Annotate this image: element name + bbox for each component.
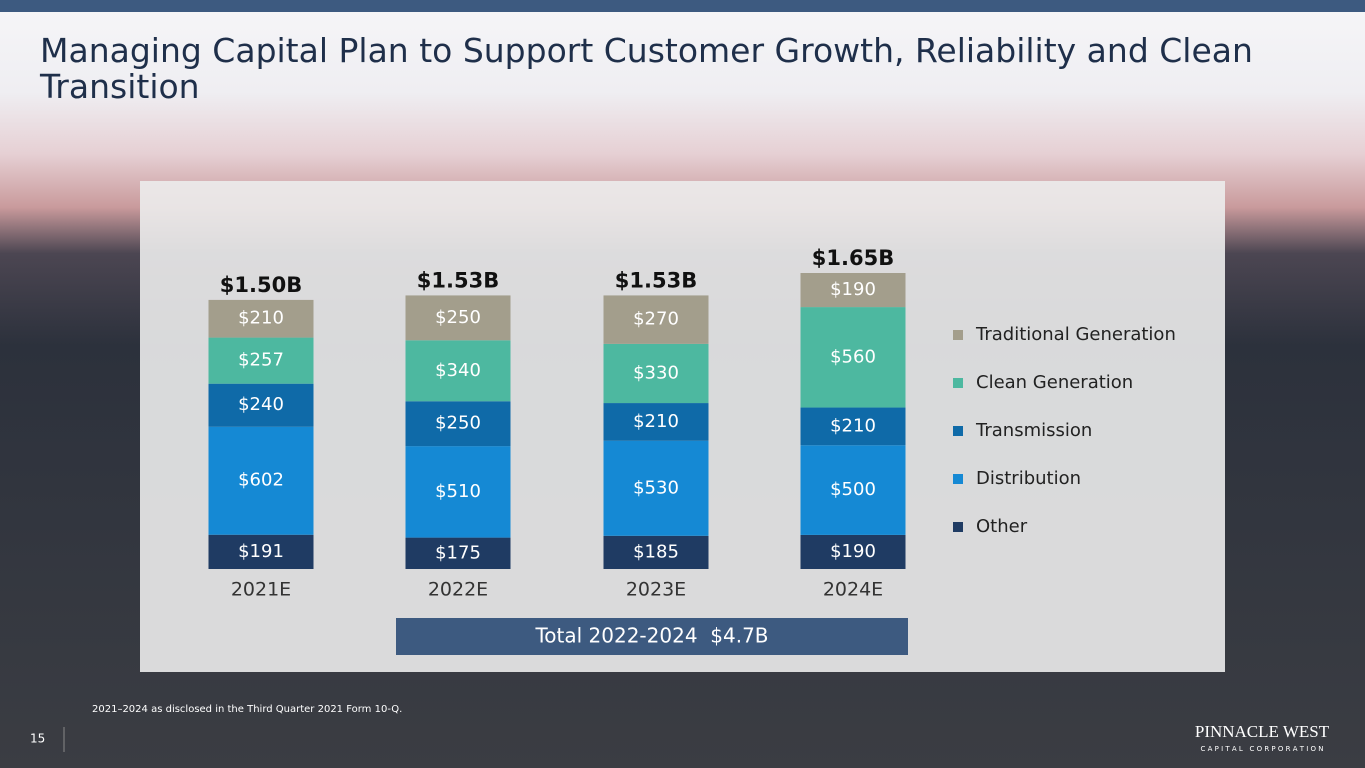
x-tick-label: 2022E bbox=[428, 579, 488, 601]
value-label: $250 bbox=[435, 413, 481, 434]
slide-title: Managing Capital Plan to Support Custome… bbox=[39, 31, 1263, 106]
bar-segment bbox=[603, 535, 709, 569]
legend-label: Clean Generation bbox=[976, 372, 1133, 393]
value-label: $190 bbox=[830, 279, 876, 300]
value-label: $602 bbox=[238, 470, 284, 491]
legend-label: Distribution bbox=[976, 468, 1081, 489]
x-tick-label: 2021E bbox=[231, 579, 291, 601]
x-tick-label: 2024E bbox=[823, 579, 883, 601]
bar-segment bbox=[800, 407, 906, 446]
bar-segment bbox=[800, 273, 906, 308]
legend-swatch bbox=[953, 426, 963, 436]
bar-segment bbox=[603, 295, 709, 344]
legend-swatch bbox=[953, 378, 963, 388]
value-label: $185 bbox=[633, 541, 679, 562]
bar-segment bbox=[405, 295, 511, 341]
x-tick-label: 2023E bbox=[626, 579, 686, 601]
total-label: $1.53B bbox=[417, 268, 499, 292]
page-number: 15 bbox=[30, 732, 45, 746]
total-banner bbox=[396, 618, 908, 655]
legend-label: Traditional Generation bbox=[975, 324, 1176, 345]
bar-segment bbox=[405, 446, 511, 538]
plot: $191 $602 $240 $257 $210 $1.50B 2021E $175 $510 $… bbox=[208, 246, 1176, 601]
total-banner-text: Total 2022-2024 $4.7B bbox=[534, 624, 768, 648]
bar-segment bbox=[208, 337, 314, 384]
total-label: $1.50B bbox=[220, 273, 302, 297]
footnote: 2021–2024 as disclosed in the Third Quar… bbox=[92, 704, 402, 715]
value-label: $175 bbox=[435, 542, 481, 563]
bar-segment bbox=[603, 440, 709, 536]
bar-segment bbox=[208, 383, 314, 427]
value-label: $210 bbox=[238, 308, 284, 329]
legend-swatch bbox=[953, 522, 963, 532]
bar-segment bbox=[603, 343, 709, 404]
value-label: $190 bbox=[830, 541, 876, 562]
title-line: Transition bbox=[39, 67, 200, 106]
bar-segment bbox=[800, 445, 906, 535]
bar-segment bbox=[405, 401, 511, 447]
value-label: $560 bbox=[830, 346, 876, 367]
logo-name: PINNACLE WEST bbox=[1195, 722, 1330, 741]
legend-swatch bbox=[953, 474, 963, 484]
value-label: $340 bbox=[435, 360, 481, 381]
bar-segment bbox=[405, 340, 511, 402]
value-label: $270 bbox=[633, 309, 679, 330]
bar-segment bbox=[405, 537, 511, 569]
bar-segment bbox=[208, 299, 314, 338]
logo-subtitle: C A P I T A L C O R P O R A T I O N bbox=[1201, 745, 1324, 753]
value-label: $330 bbox=[633, 362, 679, 383]
legend-swatch bbox=[953, 330, 963, 340]
value-label: $240 bbox=[238, 394, 284, 415]
total-label: $1.65B bbox=[812, 246, 894, 270]
value-label: $191 bbox=[238, 541, 284, 562]
bar-segment bbox=[800, 307, 906, 408]
bar-segment bbox=[603, 403, 709, 441]
value-label: $250 bbox=[435, 307, 481, 328]
bar-segment bbox=[208, 534, 314, 569]
value-label: $510 bbox=[435, 481, 481, 502]
value-label: $210 bbox=[633, 411, 679, 432]
total-label: $1.53B bbox=[615, 268, 697, 292]
bar-segment bbox=[800, 534, 906, 569]
value-label: $500 bbox=[830, 479, 876, 500]
value-label: $257 bbox=[238, 350, 284, 371]
legend-label: Transmission bbox=[975, 420, 1092, 441]
value-label: $210 bbox=[830, 415, 876, 436]
bar-segment bbox=[208, 426, 314, 535]
value-label: $530 bbox=[633, 477, 679, 498]
title-line: Managing Capital Plan to Support Custome… bbox=[40, 31, 1253, 70]
header-bar bbox=[0, 0, 1365, 12]
legend-label: Other bbox=[976, 516, 1028, 537]
